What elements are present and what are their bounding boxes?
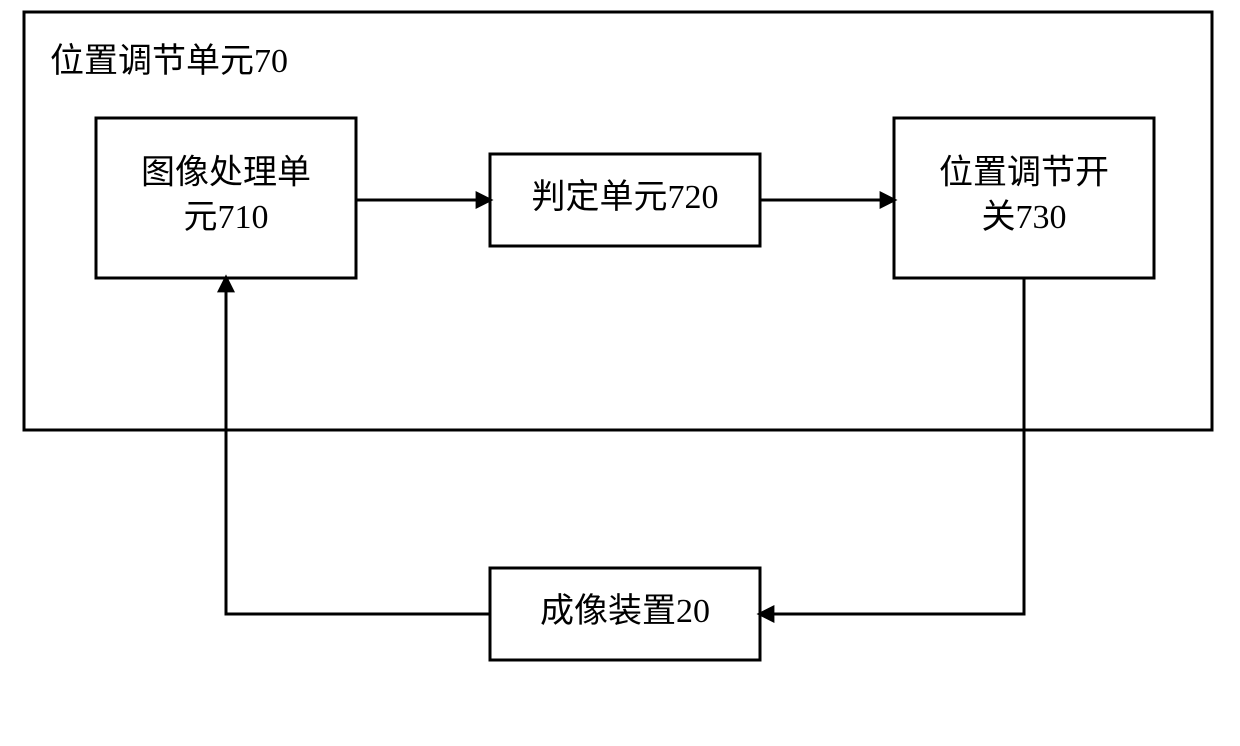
svg-text:位置调节单元70: 位置调节单元70: [50, 42, 288, 80]
node-judgment: 判定单元720: [490, 154, 760, 246]
svg-text:位置调节开: 位置调节开: [939, 154, 1109, 192]
svg-text:图像处理单: 图像处理单: [141, 154, 311, 192]
svg-text:成像装置20: 成像装置20: [540, 592, 710, 630]
svg-text:判定单元720: 判定单元720: [532, 178, 719, 216]
edge-position_switch-to-imaging_device: [760, 278, 1024, 614]
svg-text:关730: 关730: [982, 199, 1067, 236]
node-imaging_device: 成像装置20: [490, 568, 760, 660]
node-position_switch: 位置调节开关730: [894, 118, 1154, 278]
svg-text:元710: 元710: [184, 199, 269, 236]
edge-imaging_device-to-image_processing: [226, 278, 490, 614]
block-diagram: 位置调节单元70 图像处理单元710 判定单元720 位置调节开关730 成像装置20: [0, 0, 1240, 746]
node-image_processing: 图像处理单元710: [96, 118, 356, 278]
